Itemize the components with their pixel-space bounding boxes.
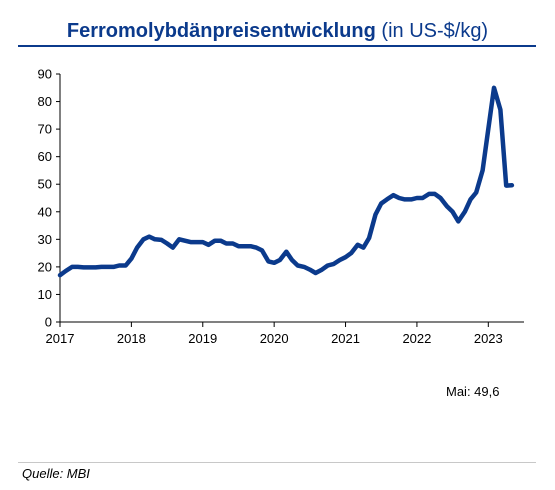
title-underline bbox=[18, 45, 536, 47]
y-tick-label: 70 bbox=[38, 122, 52, 137]
x-tick-label: 2022 bbox=[402, 331, 431, 346]
x-tick-label: 2021 bbox=[331, 331, 360, 346]
source-text: Quelle: MBI bbox=[22, 466, 90, 481]
y-tick-label: 40 bbox=[38, 204, 52, 219]
y-tick-label: 20 bbox=[38, 259, 52, 274]
chart-title-unit: (in US-$/kg) bbox=[381, 20, 489, 42]
plot-area bbox=[57, 85, 515, 278]
x-tick-label: 2017 bbox=[46, 331, 75, 346]
y-tick-label: 50 bbox=[38, 177, 52, 192]
x-tick-label: 2019 bbox=[188, 331, 217, 346]
y-tick-label: 0 bbox=[45, 315, 52, 330]
latest-value-note: Mai: 49,6 bbox=[446, 384, 500, 399]
y-tick-label: 10 bbox=[38, 287, 52, 302]
x-tick-label: 2020 bbox=[260, 331, 289, 346]
y-tick-label: 80 bbox=[38, 94, 52, 109]
x-tick-label: 2018 bbox=[117, 331, 146, 346]
y-tick-label: 30 bbox=[38, 232, 52, 247]
y-tick-label: 90 bbox=[38, 67, 52, 82]
source-divider bbox=[18, 462, 536, 463]
chart-title: Ferromolybdänpreisentwicklung (in US-$/k… bbox=[0, 20, 555, 43]
chart-title-text: Ferromolybdänpreisentwicklung bbox=[66, 20, 376, 42]
y-tick-label: 60 bbox=[38, 149, 52, 164]
x-tick-label: 2023 bbox=[474, 331, 503, 346]
x-axis: 2017 2018 2019 2020 2021 2022 2023 bbox=[46, 321, 524, 346]
y-axis: 0 10 20 30 40 50 60 70 80 90 bbox=[38, 67, 61, 330]
price-line bbox=[57, 85, 515, 278]
